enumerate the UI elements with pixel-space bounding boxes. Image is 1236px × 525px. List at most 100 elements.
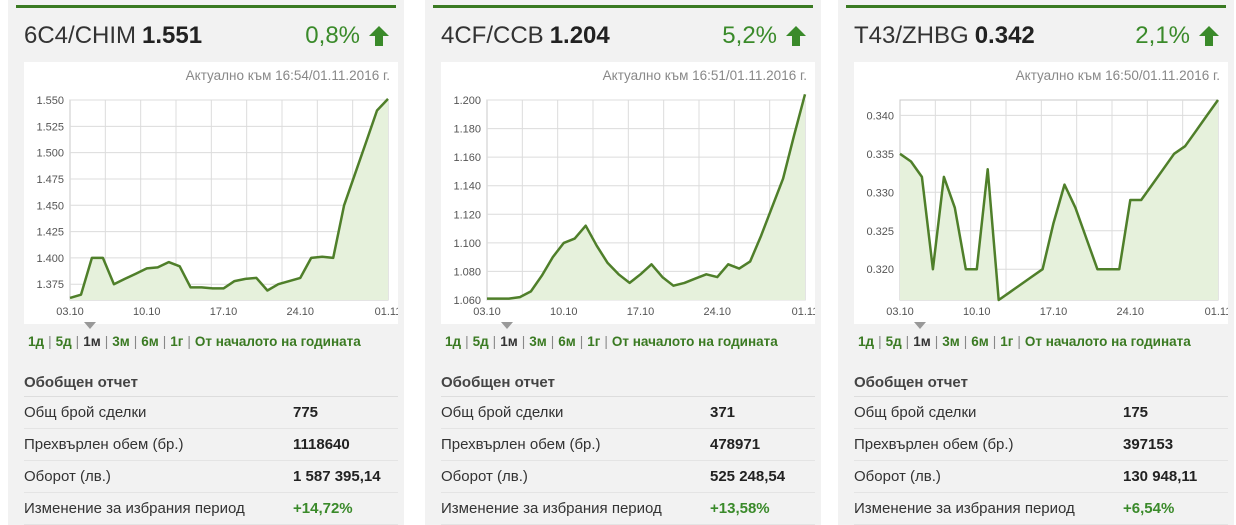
series-line <box>899 99 1220 302</box>
period-separator: | <box>162 334 167 349</box>
stock-price: 0.342 <box>974 22 1035 49</box>
x-tick-label: 17.10 <box>627 306 655 318</box>
period-selector: 1д | 5д | 1м | 3м | 6м | 1г | От началото на годинат… <box>858 334 1191 349</box>
period-link[interactable]: От началото на годината <box>194 334 361 349</box>
stock-header: 4CF/CCB 1.204 <box>441 22 610 50</box>
y-tick-label: 1.100 <box>453 238 481 250</box>
period-link[interactable]: 1г <box>587 334 601 349</box>
period-link[interactable]: 3м <box>529 334 547 349</box>
period-link[interactable]: От началото на годината <box>1024 334 1191 349</box>
active-period-pointer <box>501 322 513 329</box>
y-tick-label: 1.080 <box>453 266 481 278</box>
period-link[interactable]: 1д <box>28 334 45 349</box>
period-separator: | <box>992 334 997 349</box>
period-link[interactable]: 3м <box>112 334 130 349</box>
period-link[interactable]: 5д <box>472 334 489 349</box>
stat-value: +13,58% <box>710 500 770 517</box>
stat-row: Общ брой сделки 371 <box>441 397 815 429</box>
stat-label: Оборот (лв.) <box>441 468 528 485</box>
y-tick-label: 1.500 <box>36 148 64 160</box>
y-tick-label: 1.375 <box>36 279 64 291</box>
period-link[interactable]: 1м <box>500 334 518 349</box>
stat-row: Общ брой сделки 175 <box>854 397 1228 429</box>
stat-row: Прехвърлен обем (бр.) 478971 <box>441 429 815 461</box>
y-tick-label: 1.400 <box>36 253 64 265</box>
stock-header: T43/ZHBG 0.342 <box>854 22 1035 50</box>
x-tick-label: 10.10 <box>133 306 161 318</box>
period-separator: | <box>579 334 584 349</box>
arrow-up-icon <box>369 26 389 46</box>
period-separator: | <box>48 334 52 349</box>
period-link[interactable]: 3м <box>942 334 960 349</box>
arrow-up-icon <box>1199 26 1219 46</box>
series-line <box>487 93 807 300</box>
period-selector: 1д | 5д | 1м | 3м | 6м | 1г | От началото на годинат… <box>28 334 361 349</box>
stat-row: Оборот (лв.) 1 587 395,14 <box>24 461 398 493</box>
period-link[interactable]: 6м <box>971 334 989 349</box>
period-link[interactable]: 6м <box>558 334 576 349</box>
stock-symbol[interactable]: T43/ZHBG <box>854 22 969 49</box>
stat-label: Общ брой сделки <box>24 404 147 421</box>
stat-label: Прехвърлен обем (бр.) <box>441 436 601 453</box>
period-link[interactable]: 5д <box>55 334 72 349</box>
y-tick-label: 1.525 <box>36 121 64 133</box>
period-separator: | <box>492 334 497 349</box>
active-period-pointer <box>914 322 926 329</box>
period-separator: | <box>187 334 191 349</box>
summary-title: Обобщен отчет <box>24 372 398 397</box>
x-tick-label: 10.10 <box>550 306 578 318</box>
period-link[interactable]: От началото на годината <box>611 334 778 349</box>
period-link[interactable]: 1м <box>913 334 931 349</box>
stock-symbol[interactable]: 4CF/CCB <box>441 22 544 49</box>
stock-card: 4CF/CCB 1.204 5,2% Актуално към 16:51/01.… <box>425 0 821 525</box>
period-link[interactable]: 1д <box>445 334 462 349</box>
chart-svg: 0.340 0.335 0.330 0.325 0.320 03.10 10.10 17.10… <box>866 99 1228 318</box>
period-link[interactable]: 1г <box>1000 334 1014 349</box>
x-tick-label: 03.10 <box>473 306 501 318</box>
y-tick-label: 0.320 <box>866 264 894 276</box>
change-percent: 2,1% <box>1135 22 1190 49</box>
change-percent: 0,8% <box>305 22 360 49</box>
period-separator: | <box>963 334 968 349</box>
price-chart: Актуално към 16:51/01.11.2016 г. 1.200 1.… <box>441 62 815 324</box>
series-area <box>487 94 805 300</box>
stock-change: 5,2% <box>722 22 807 50</box>
change-percent: 5,2% <box>722 22 777 49</box>
stat-row: Изменение за избрания период +14,72% <box>24 493 398 525</box>
stat-value: 1 587 395,14 <box>293 468 381 485</box>
series-area <box>70 98 388 301</box>
stock-header: 6C4/CHIM 1.551 <box>24 22 202 50</box>
stat-label: Оборот (лв.) <box>24 468 111 485</box>
y-tick-label: 1.060 <box>453 295 481 307</box>
series-line <box>69 98 389 300</box>
stat-value: 397153 <box>1123 436 1174 453</box>
period-separator: | <box>465 334 469 349</box>
y-tick-label: 1.550 <box>36 95 64 107</box>
period-link[interactable]: 1д <box>858 334 875 349</box>
summary-report: Обобщен отчет Общ брой сделки 371 Прехвърл… <box>441 372 815 525</box>
stat-label: Изменение за избрания период <box>24 500 245 517</box>
x-tick-label: 24.10 <box>287 306 315 318</box>
x-tick-label: 01.11 <box>375 306 398 318</box>
y-tick-label: 0.340 <box>866 110 894 122</box>
period-link[interactable]: 5д <box>885 334 902 349</box>
stat-value: 478971 <box>710 436 761 453</box>
stock-price: 1.551 <box>142 22 203 49</box>
stock-change: 2,1% <box>1135 22 1220 50</box>
stat-row: Прехвърлен обем (бр.) 1118640 <box>24 429 398 461</box>
period-separator: | <box>905 334 910 349</box>
stock-symbol[interactable]: 6C4/CHIM <box>24 22 137 49</box>
stat-row: Общ брой сделки 775 <box>24 397 398 429</box>
x-tick-label: 24.10 <box>704 306 732 318</box>
y-tick-label: 1.180 <box>453 124 481 136</box>
y-tick-label: 1.120 <box>453 209 481 221</box>
x-tick-label: 10.10 <box>963 306 991 318</box>
period-link[interactable]: 1м <box>83 334 101 349</box>
y-tick-label: 1.200 <box>453 95 481 107</box>
period-separator: | <box>604 334 608 349</box>
stat-label: Прехвърлен обем (бр.) <box>24 436 184 453</box>
period-link[interactable]: 1г <box>170 334 184 349</box>
updated-timestamp: Актуално към 16:50/01.11.2016 г. <box>1015 68 1220 83</box>
period-link[interactable]: 6м <box>141 334 159 349</box>
stat-label: Изменение за избрания период <box>441 500 662 517</box>
